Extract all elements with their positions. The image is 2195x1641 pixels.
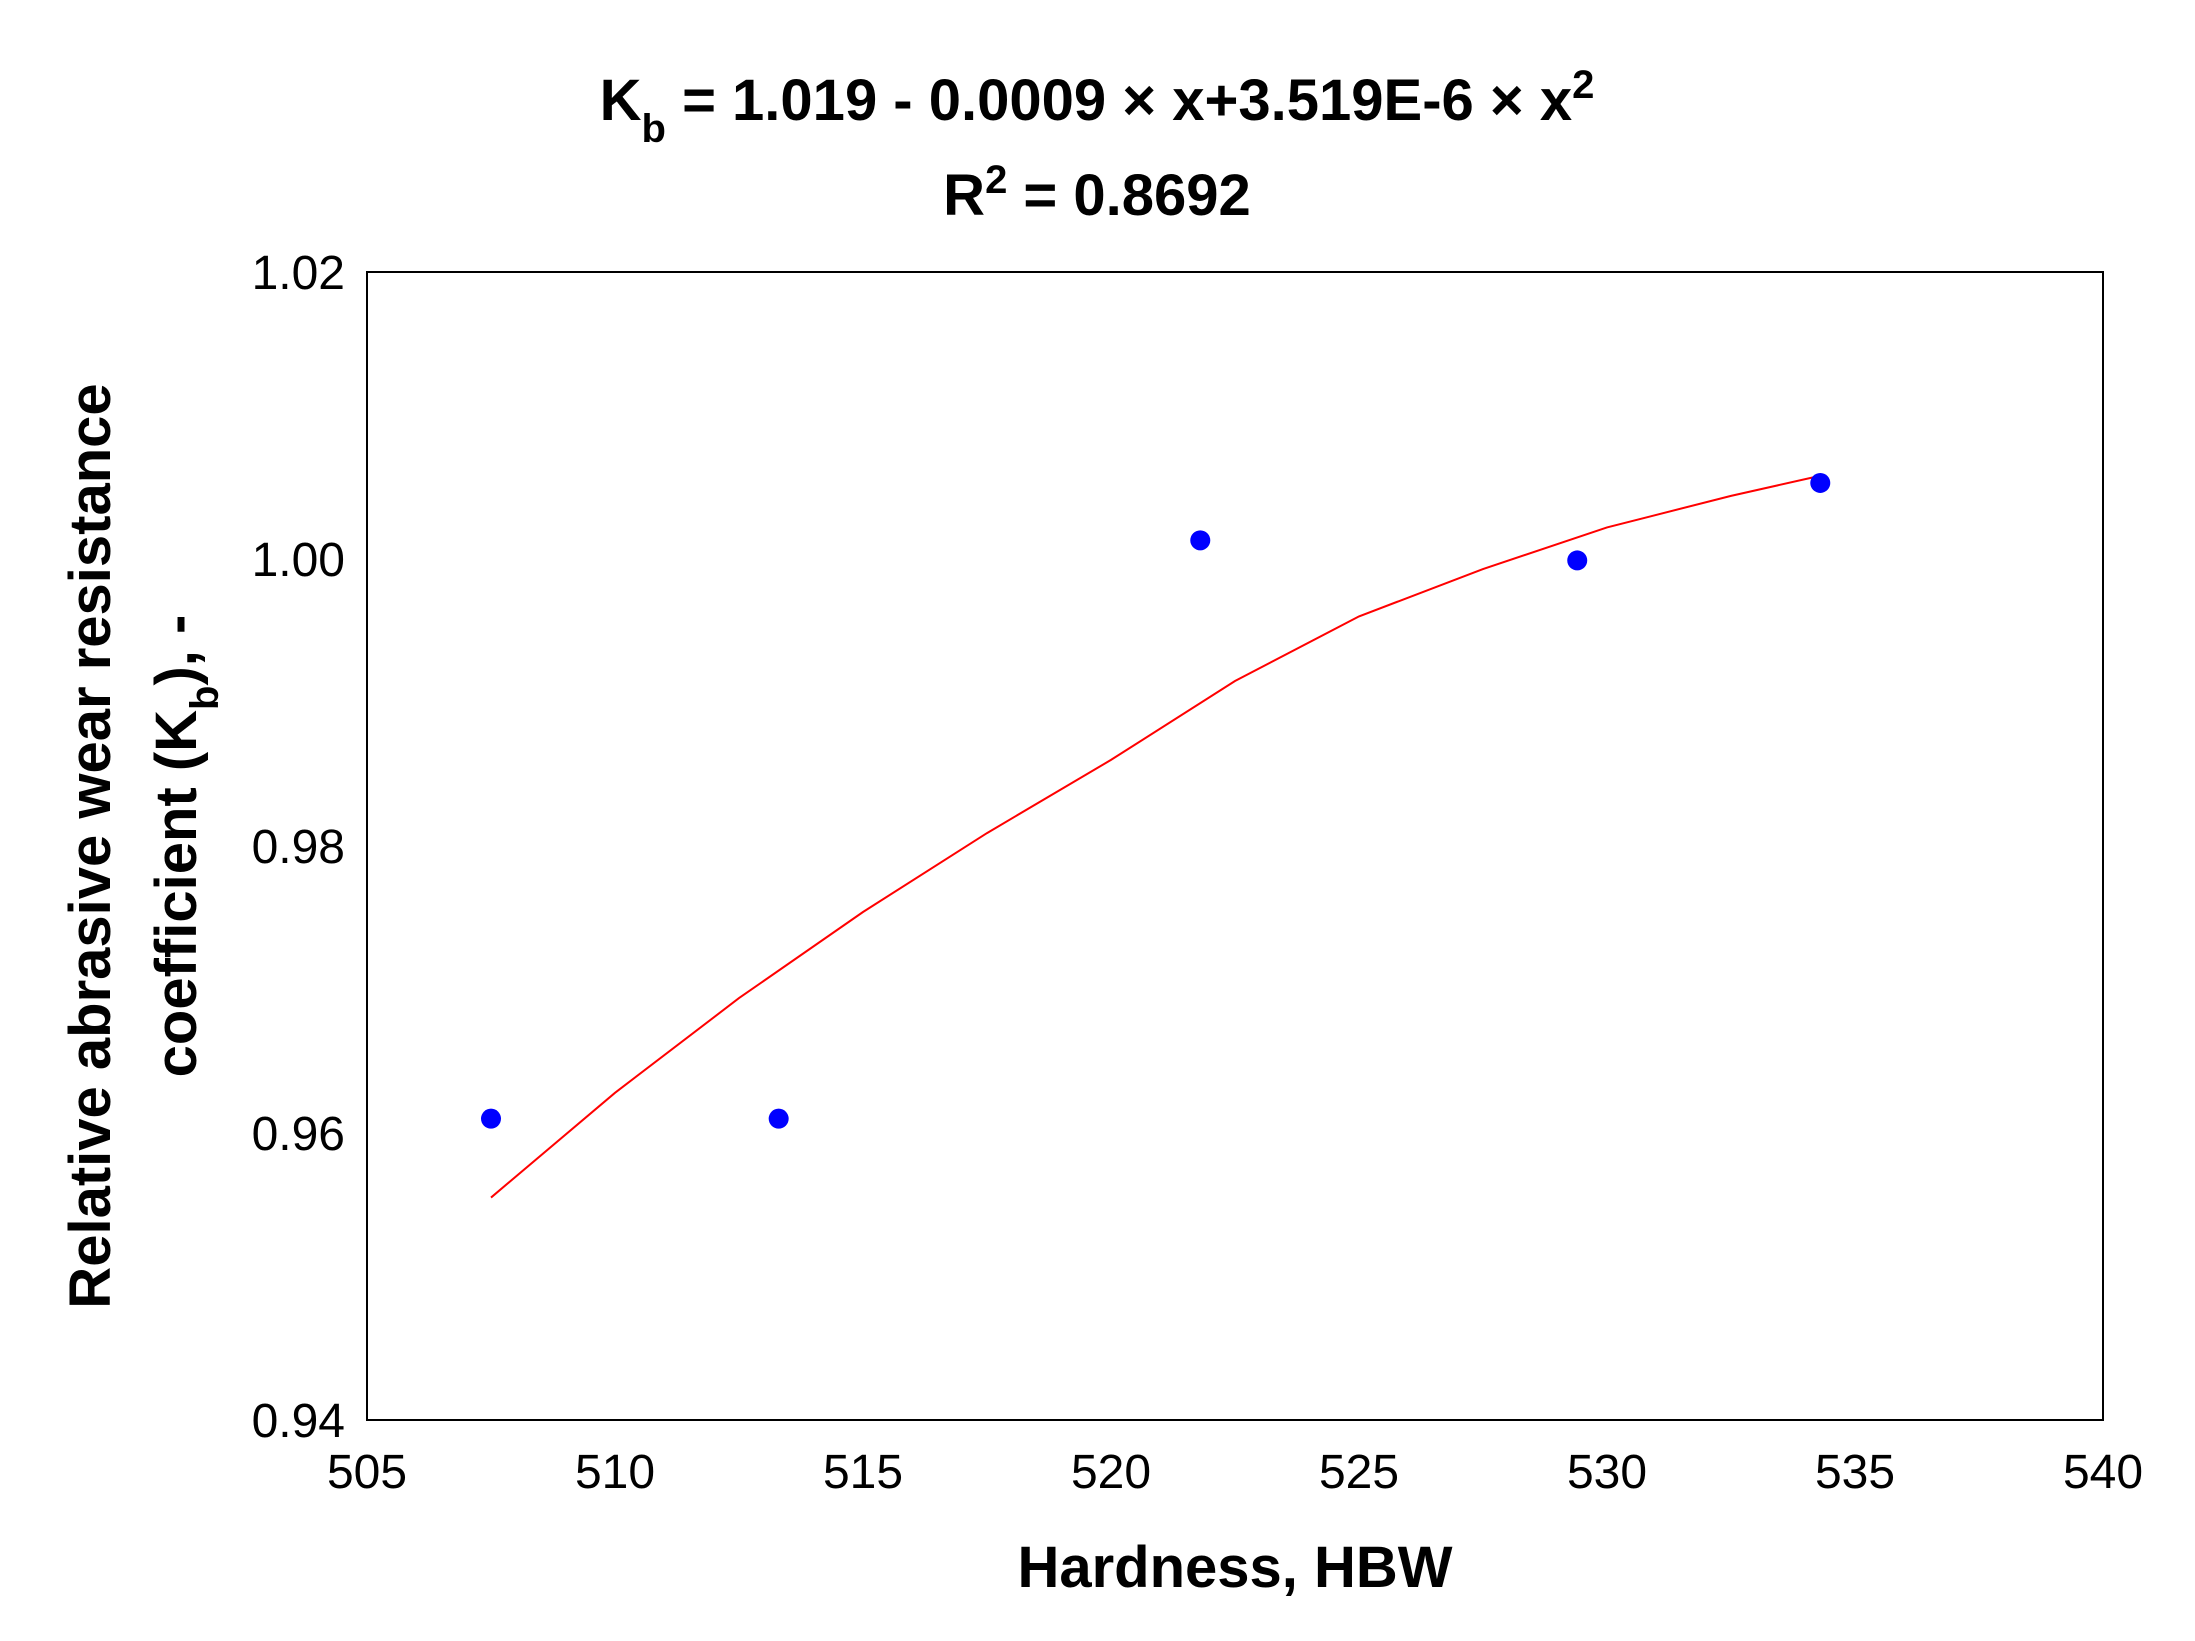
chart-title-line1-part-0: K	[600, 68, 642, 133]
y-axis-label-line2-part-2: ), -	[144, 615, 209, 686]
x-tick-label-7: 540	[2063, 1446, 2143, 1499]
x-tick-label-5: 530	[1567, 1446, 1647, 1499]
x-axis-ticks: 505 510 515 520 525 530 535 540	[327, 1446, 2143, 1499]
x-tick-label-1: 510	[575, 1446, 655, 1499]
chart-title-line2-part-0: R	[943, 163, 985, 228]
plot-frame	[366, 271, 2104, 1421]
y-tick-label-1: 0.96	[252, 1108, 345, 1161]
data-point-4	[1810, 472, 1831, 493]
y-axis-label-line1: Relative abrasive wear resistance	[58, 383, 123, 1308]
x-tick-label-3: 520	[1071, 1446, 1151, 1499]
x-tick-label-6: 535	[1815, 1446, 1895, 1499]
chart-title: Kb = 1.019 - 0.0009 × x+3.519E-6 × x2 R2…	[600, 63, 1595, 228]
fit-curve-line	[490, 474, 1821, 1199]
chart-title-line1: Kb = 1.019 - 0.0009 × x+3.519E-6 × x2	[600, 63, 1595, 151]
y-axis-ticks: 0.94 0.96 0.98 1.00 1.02	[252, 247, 345, 1448]
chart-title-line1-part-3: 2	[1572, 63, 1594, 107]
y-axis-label: Relative abrasive wear resistance coeffi…	[58, 383, 227, 1308]
y-tick-label-2: 0.98	[252, 821, 345, 874]
data-point-3	[1567, 550, 1588, 571]
y-axis-label-line2-part-1: b	[183, 686, 227, 710]
data-point-1	[768, 1108, 789, 1129]
data-point-0	[481, 1108, 501, 1129]
y-tick-label-4: 1.02	[252, 247, 345, 300]
y-axis-label-line2-part-0: coefficient (K	[144, 710, 209, 1077]
chart-title-line1-part-1: b	[642, 107, 666, 151]
y-axis-label-line2: coefficient (Kb), -	[144, 615, 227, 1078]
chart-title-line2-part-1: 2	[985, 158, 1007, 202]
y-tick-label-3: 1.00	[252, 534, 345, 587]
chart-title-line2: R2 = 0.8692	[943, 158, 1251, 228]
data-points	[481, 472, 1831, 1129]
x-tick-label-0: 505	[327, 1446, 407, 1499]
y-tick-label-0: 0.94	[252, 1395, 345, 1448]
chart-title-line2-part-2: = 0.8692	[1007, 163, 1251, 228]
x-axis-label: Hardness, HBW	[1017, 1535, 1452, 1600]
data-point-2	[1190, 530, 1211, 551]
chart-title-line1-part-2: = 1.019 - 0.0009 × x+3.519E-6 × x	[666, 68, 1572, 133]
x-tick-label-2: 515	[823, 1446, 903, 1499]
y-axis-label-line1-part-0: Relative abrasive wear resistance	[58, 383, 123, 1308]
x-tick-label-4: 525	[1319, 1446, 1399, 1499]
